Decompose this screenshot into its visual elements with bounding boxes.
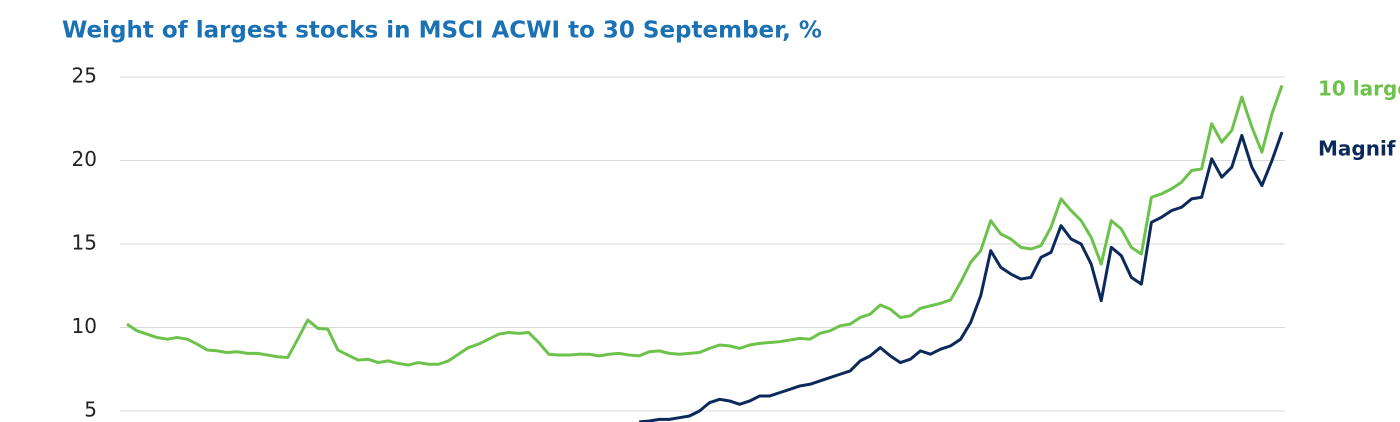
y-tick-label: 10: [72, 314, 97, 338]
y-tick-label: 15: [72, 231, 97, 255]
legend-label: Magnif: [1318, 137, 1396, 161]
y-tick-label: 5: [84, 398, 97, 422]
y-tick-label: 20: [72, 147, 97, 171]
line-series: [639, 131, 1284, 422]
y-tick-label: 25: [72, 64, 97, 88]
chart-title: Weight of largest stocks in MSCI ACWI to…: [62, 18, 822, 44]
legend-label: 10 large: [1318, 77, 1400, 101]
line-series: [126, 84, 1284, 367]
